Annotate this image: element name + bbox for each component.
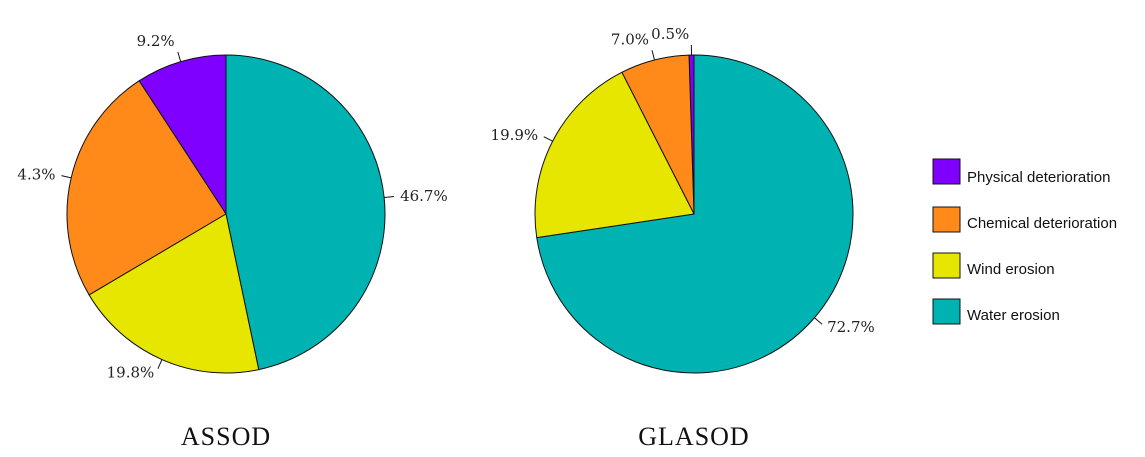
glasod-label-chemical: 7.0%	[611, 30, 649, 48]
assod-leader-water	[384, 196, 395, 199]
assod-leader-chemical	[61, 175, 72, 179]
legend-label-water: Water erosion	[967, 307, 1060, 324]
glasod-title: GLASOD	[638, 422, 749, 451]
legend-swatch-water	[932, 298, 961, 325]
legend-swatch-wind	[932, 252, 961, 279]
assod-slice-physical	[138, 54, 227, 216]
assod-slice-wind	[88, 213, 260, 374]
glasod-label-wind: 19.9%	[491, 126, 539, 144]
assod-leader-wind	[157, 359, 163, 369]
glasod-leader-wind	[543, 136, 553, 142]
legend-label-physical: Physical deterioration	[967, 169, 1110, 186]
legend-label-chemical: Chemical deterioration	[967, 215, 1117, 232]
glasod-label-physical: 0.5%	[651, 25, 689, 43]
glasod-pie: 72.7% 0.5%7.0% 19.9%	[491, 25, 875, 374]
legend-item-wind: Wind erosion	[932, 252, 1055, 279]
assod-slice-water	[225, 54, 386, 371]
glasod-leader-chemical	[651, 50, 655, 61]
legend-swatch-physical	[932, 158, 961, 185]
legend-swatch-chemical	[932, 206, 961, 233]
legend-item-physical: Physical deterioration	[932, 158, 1110, 186]
assod-pie: 46.7% 9.2% 4.3% 19.8%	[17, 32, 447, 381]
assod-label-physical: 9.2%	[137, 32, 175, 50]
assod-label-chemical: 4.3%	[17, 166, 55, 184]
legend: Physical deterioration Chemical deterior…	[932, 158, 1117, 325]
assod-label-water: 46.7%	[400, 187, 448, 205]
legend-label-wind: Wind erosion	[967, 261, 1055, 278]
assod-leader-physical	[177, 51, 182, 62]
legend-item-water: Water erosion	[932, 298, 1060, 325]
glasod-label-water: 72.7%	[827, 318, 875, 336]
assod-label-wind: 19.8%	[107, 363, 155, 381]
assod-title: ASSOD	[181, 422, 271, 451]
glasod-leader-water	[814, 317, 823, 325]
legend-item-chemical: Chemical deterioration	[932, 206, 1117, 233]
glasod-slice-wind	[534, 71, 695, 239]
